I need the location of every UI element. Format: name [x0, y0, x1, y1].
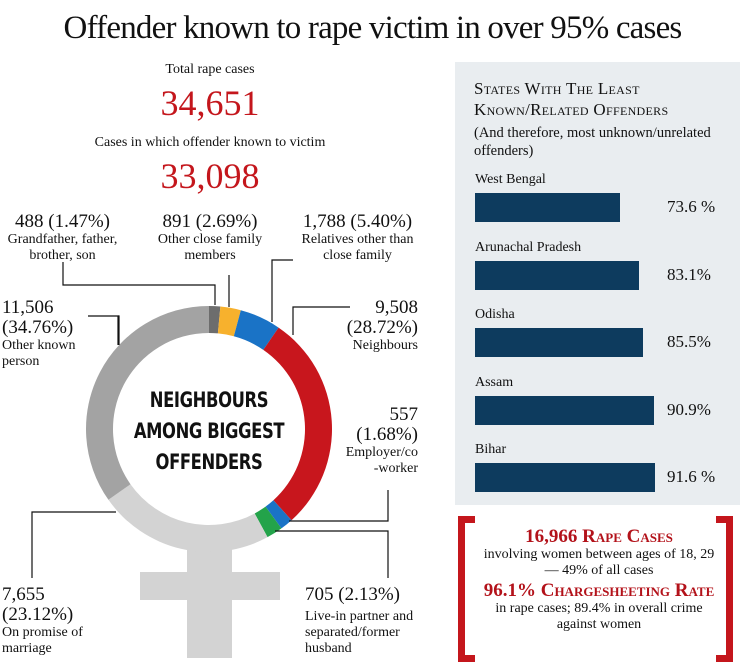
state-label: Bihar — [475, 442, 507, 457]
state-bar — [475, 260, 639, 290]
slice-label-grandfather: 488 (1.47%) Grandfather, father, brother… — [7, 211, 118, 264]
donut-slice-7 — [85, 306, 209, 500]
center-line-2: AMONG BIGGEST — [133, 419, 285, 443]
center-line-3: OFFENDERS — [155, 450, 263, 474]
slice-label-close-family: 891 (2.69%) Other close family members — [157, 211, 263, 264]
state-value: 90.9% — [667, 399, 711, 419]
total-label: Total rape cases — [165, 62, 255, 77]
state-label: Assam — [475, 374, 514, 390]
state-value: 91.6 % — [667, 467, 716, 486]
donut-slice-0 — [209, 306, 221, 334]
state-bar — [475, 328, 644, 357]
female-symbol — [140, 548, 280, 658]
donut-slice-6 — [108, 484, 268, 553]
page-title: Offender known to rape victim in over 95… — [63, 10, 683, 46]
callout-box: 16,966 Rape Cases involving women betwee… — [480, 527, 718, 633]
state-label: Odisha — [475, 307, 515, 322]
slice-label-promise-marriage: 7,655 (23.12%) On promise of marriage — [2, 584, 83, 656]
known-value: 33,098 — [160, 156, 260, 196]
slice-label-other-known: 11,506 (34.76%) Other known person — [2, 297, 76, 369]
donut-slice-2 — [233, 310, 279, 350]
left-bracket — [458, 516, 475, 662]
donut-slice-1 — [217, 306, 241, 337]
state-bar — [475, 395, 655, 425]
donut-slice-3 — [263, 327, 332, 521]
donut-center-text: NEIGHBOURS AMONG BIGGEST OFFENDERS — [131, 385, 287, 478]
center-line-1: NEIGHBOURS — [149, 388, 269, 412]
slice-label-employer: 557 (1.68%) Employer/co -worker — [345, 404, 418, 476]
callout-rape-cases: 16,966 Rape Cases — [525, 526, 673, 547]
leader-lines — [31, 259, 389, 578]
slice-label-live-in: 705 (2.13%) Live-in partner and separate… — [305, 584, 414, 657]
donut-slice-4 — [265, 500, 292, 529]
state-bar — [475, 463, 656, 492]
callout-chargesheeting: 96.1% Chargesheeting Rate — [483, 580, 715, 601]
state-bar — [475, 193, 620, 222]
callout-chargesheeting-text: in rape cases; 89.4% in overall crime ag… — [495, 601, 703, 632]
state-value: 85.5% — [667, 332, 711, 351]
slice-label-relatives: 1,788 (5.40%) Relatives other than close… — [301, 211, 414, 264]
panel-subtitle: (And therefore, most unknown/unrelated o… — [474, 125, 711, 159]
donut-slice-5 — [254, 506, 282, 538]
known-label: Cases in which offender known to victim — [94, 135, 326, 150]
state-label: West Bengal — [475, 172, 546, 187]
right-bracket — [716, 516, 733, 662]
panel-title: States With The Least Known/Related Offe… — [474, 79, 669, 119]
state-value: 83.1% — [667, 264, 711, 284]
state-value: 73.6 % — [667, 197, 716, 216]
callout-rape-cases-text: involving women between ages of 18, 29 —… — [483, 547, 715, 578]
total-value: 34,651 — [160, 83, 260, 123]
state-label: Arunachal Pradesh — [475, 239, 582, 255]
slice-label-neighbours: 9,508 (28.72%) Neighbours — [346, 297, 418, 353]
